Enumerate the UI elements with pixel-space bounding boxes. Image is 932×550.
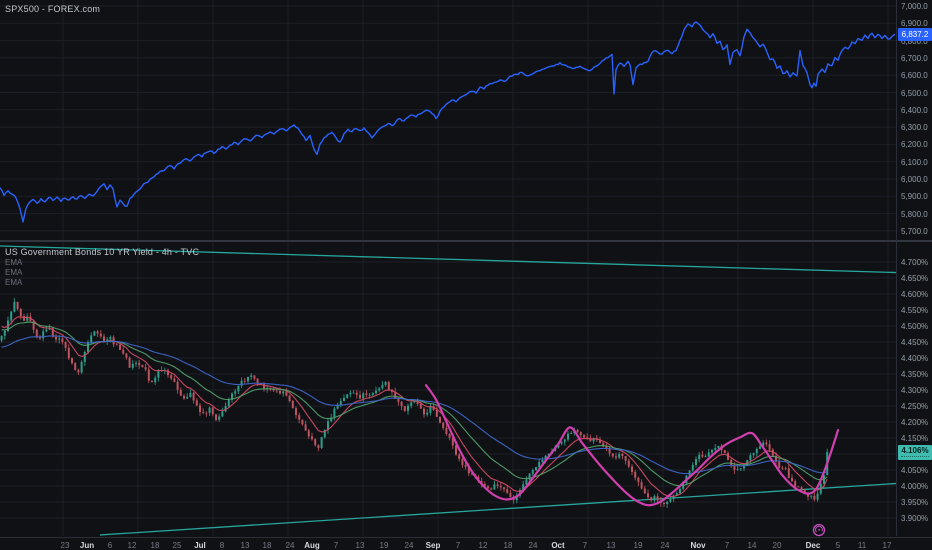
time-tick: 24 (404, 541, 414, 550)
price-tick: 6,600.0 (901, 71, 928, 81)
time-tick-month: Jun (79, 541, 95, 550)
time-axis[interactable]: 23 Jun 6 12 18 25 Jul 8 13 18 24 Aug 7 13 19 24 Sep 7 12 18… (0, 537, 932, 550)
price-tick: 5,700.0 (901, 226, 928, 236)
time-tick: 8 (219, 541, 225, 550)
indicator-legend-ema-2[interactable]: EMA (5, 268, 23, 277)
candlestick-series (0, 298, 829, 508)
bar-countdown-strip (901, 456, 929, 461)
price-tick: 6,000.0 (901, 175, 928, 184)
yield-tick: 4.700% (901, 258, 929, 267)
yield-tick: 4.400% (901, 354, 929, 363)
time-tick: 13 (606, 541, 616, 550)
last-price-label-spx500: 6,837.2 (898, 27, 932, 41)
time-tick: 13 (240, 541, 250, 550)
yield-tick: 4.550% (901, 306, 929, 315)
yield-tick: 4.250% (901, 402, 929, 411)
price-tick: 6,200.0 (901, 140, 928, 150)
time-tick: 6 (107, 541, 113, 550)
yield-tick: 4.350% (901, 370, 929, 379)
last-price-label-yield: 4.106% (898, 445, 932, 461)
time-tick-month: Aug (304, 541, 320, 550)
yield-tick: 4.600% (901, 290, 929, 299)
price-tick: 6,800.0 (901, 36, 928, 46)
time-tick: 25 (172, 541, 182, 550)
symbol-title-bonds[interactable]: US Government Bonds 10 YR Yield - 4h - T… (5, 247, 200, 257)
price-tick: 6,400.0 (901, 105, 928, 115)
yield-tick: 4.300% (901, 386, 929, 395)
time-tick: 7 (582, 541, 588, 550)
time-tick: 12 (478, 541, 488, 550)
ema-line-1 (1, 316, 828, 498)
time-tick: 18 (150, 541, 160, 550)
price-tick: 5,900.0 (901, 192, 928, 202)
time-tick: 11 (857, 541, 867, 550)
time-tick: 12 (127, 541, 137, 550)
indicator-legend-ema-1[interactable]: EMA (5, 258, 23, 267)
time-tick: 24 (660, 541, 670, 550)
yield-tick: 3.900% (901, 514, 929, 523)
price-tick: 5,800.0 (901, 209, 928, 219)
time-tick: 24 (528, 541, 538, 550)
price-tick: 6,100.0 (901, 157, 928, 167)
event-marker-icon[interactable] (812, 523, 826, 537)
price-tick: 6,700.0 (901, 53, 928, 63)
time-tick-month: Nov (690, 541, 706, 550)
time-tick: 20 (772, 541, 782, 550)
symbol-title-spx500[interactable]: SPX500 - FOREX.com (5, 4, 101, 14)
yield-tick: 4.450% (901, 338, 929, 347)
price-tick: 6,500.0 (901, 88, 928, 98)
time-tick: 17 (882, 541, 892, 550)
price-tick: 7,000.0 (901, 2, 928, 11)
trendline-drawings[interactable] (0, 245, 898, 536)
time-tick: 23 (60, 541, 70, 550)
yield-tick: 3.950% (901, 498, 929, 507)
time-tick: 24 (285, 541, 295, 550)
ema-line-3 (1, 335, 828, 475)
time-tick: 7 (455, 541, 461, 550)
yield-tick: 4.050% (901, 466, 929, 475)
time-tick: 7 (724, 541, 730, 550)
time-tick: 5 (835, 541, 841, 550)
yield-tick: 4.500% (901, 322, 929, 331)
time-tick: 19 (633, 541, 643, 550)
last-yield-value: 4.106% (901, 446, 929, 456)
price-tick: 6,900.0 (901, 19, 928, 29)
yield-tick: 4.200% (901, 418, 929, 427)
indicator-legend-ema-3[interactable]: EMA (5, 278, 23, 287)
time-tick: 13 (355, 541, 365, 550)
time-tick-month: Jul (194, 541, 206, 550)
time-tick: 18 (262, 541, 272, 550)
yield-tick: 4.150% (901, 434, 929, 443)
price-axis[interactable]: 7,000.0 6,900.0 6,800.0 6,700.0 6,600.0 6,500… (896, 0, 932, 536)
curve-drawing[interactable] (424, 384, 840, 507)
yield-tick: 4.650% (901, 274, 929, 283)
time-tick-month: Sep (425, 541, 441, 550)
time-tick-month: Oct (551, 541, 565, 550)
price-tick: 6,300.0 (901, 123, 928, 133)
time-tick-month: Dec (805, 541, 821, 550)
yield-tick: 4.000% (901, 482, 929, 491)
time-tick: 7 (333, 541, 339, 550)
time-tick: 18 (503, 541, 513, 550)
pane-separator[interactable] (0, 240, 932, 242)
time-tick: 14 (747, 541, 757, 550)
time-tick: 19 (379, 541, 389, 550)
spx500-line (0, 21, 896, 223)
